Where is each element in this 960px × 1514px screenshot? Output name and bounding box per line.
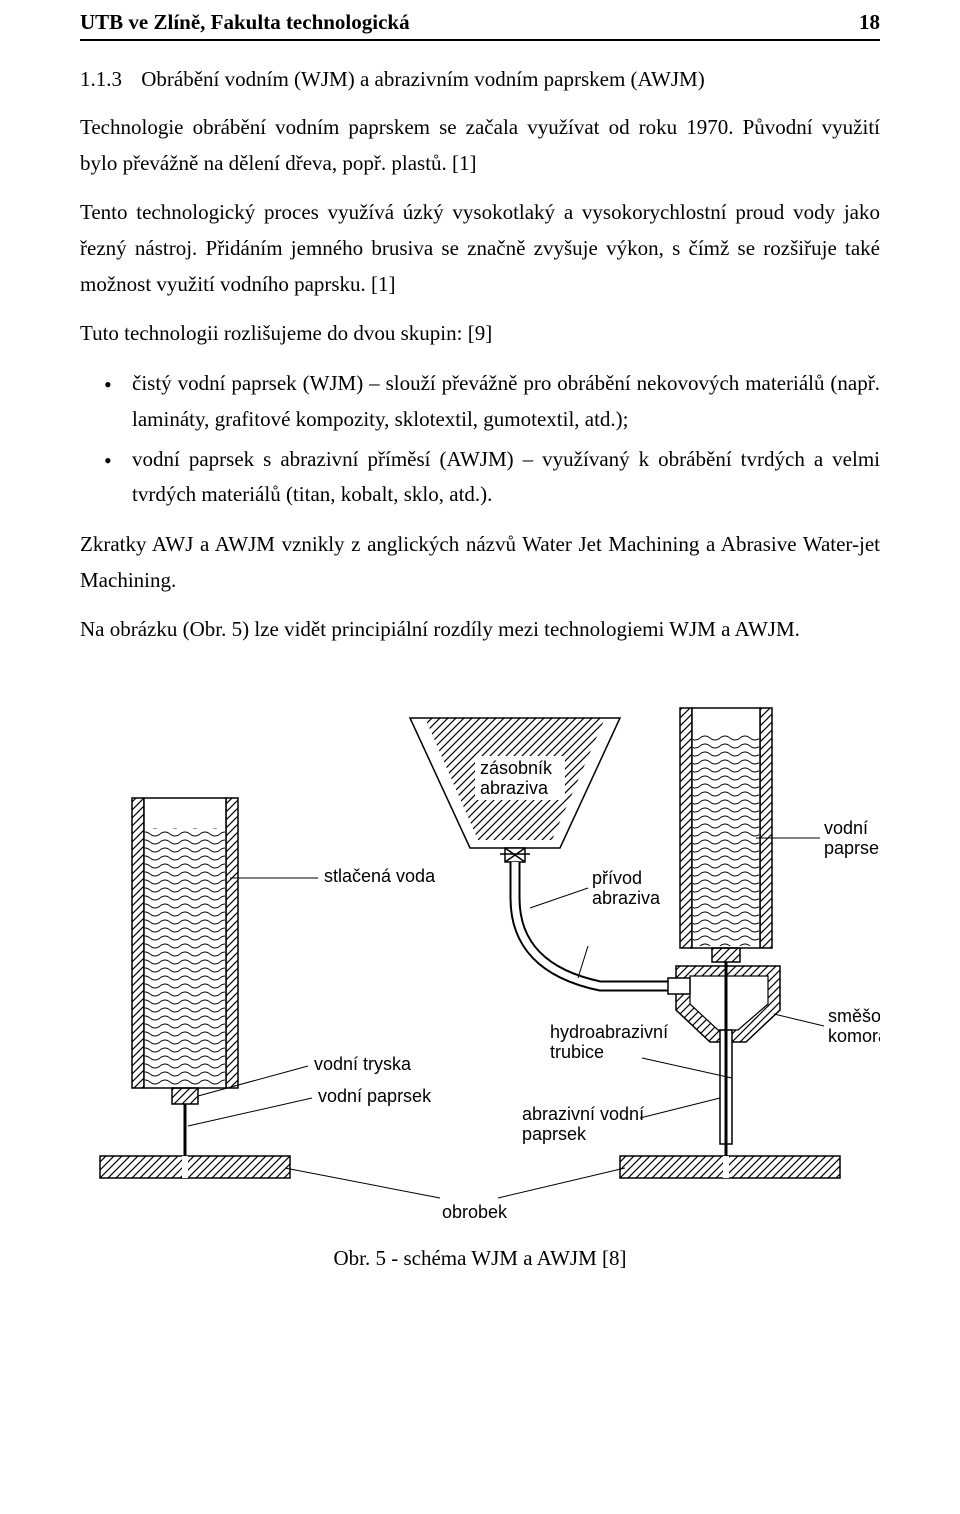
section-number: 1.1.3	[80, 67, 136, 92]
section-title: Obrábění vodním (WJM) a abrazivním vodní…	[141, 67, 704, 91]
label-zasobnik-abraziva-l2: abraziva	[480, 778, 549, 798]
page: UTB ve Zlíně, Fakulta technologická 18 1…	[0, 0, 960, 1291]
section-heading: 1.1.3 Obrábění vodním (WJM) a abrazivním…	[80, 67, 880, 92]
label-hydro-l1: hydroabrazivní	[550, 1022, 668, 1042]
figure-container: stlačená voda vodní tryska vodní paprsek…	[80, 678, 880, 1271]
label-zasobnik-abraziva-l1: zásobník	[480, 758, 553, 778]
paragraph-intro: Technologie obrábění vodním paprskem se …	[80, 110, 880, 181]
label-privod-abraziva-l2: abraziva	[592, 888, 661, 908]
label-stlacena-voda: stlačená voda	[324, 866, 436, 886]
label-obrobek: obrobek	[442, 1202, 508, 1222]
label-smesovaci-l2: komora	[828, 1026, 880, 1046]
paragraph-groups-intro: Tuto technologii rozlišujeme do dvou sku…	[80, 316, 880, 352]
figure-caption: Obr. 5 - schéma WJM a AWJM [8]	[80, 1246, 880, 1271]
label-smesovaci-l1: směšovací	[828, 1006, 880, 1026]
bullet-list: čistý vodní paprsek (WJM) – slouží převá…	[80, 366, 880, 513]
label-vodni-paprsek-r-l1: vodní	[824, 818, 868, 838]
paragraph-process: Tento technologický proces využívá úzký …	[80, 195, 880, 302]
label-vodni-tryska: vodní tryska	[314, 1054, 412, 1074]
label-vodni-paprsek: vodní paprsek	[318, 1086, 432, 1106]
figure-svg: stlačená voda vodní tryska vodní paprsek…	[80, 678, 880, 1238]
list-item: čistý vodní paprsek (WJM) – slouží převá…	[80, 366, 880, 437]
label-privod-abraziva-l1: přívod	[592, 868, 642, 888]
header-institution: UTB ve Zlíně, Fakulta technologická	[80, 10, 410, 35]
wjm-diagram	[100, 798, 318, 1178]
page-header: UTB ve Zlíně, Fakulta technologická 18	[80, 0, 880, 41]
label-abrazivni-l1: abrazivní vodní	[522, 1104, 644, 1124]
paragraph-abbrev: Zkratky AWJ a AWJM vznikly z anglických …	[80, 527, 880, 598]
label-abrazivni-l2: paprsek	[522, 1124, 587, 1144]
label-vodni-paprsek-r-l2: paprsek	[824, 838, 880, 858]
paragraph-figref: Na obrázku (Obr. 5) lze vidět principiál…	[80, 612, 880, 648]
label-hydro-l2: trubice	[550, 1042, 604, 1062]
list-item: vodní paprsek s abrazivní příměsí (AWJM)…	[80, 442, 880, 513]
header-page-number: 18	[859, 10, 880, 35]
awjm-right-diagram	[620, 708, 840, 1178]
